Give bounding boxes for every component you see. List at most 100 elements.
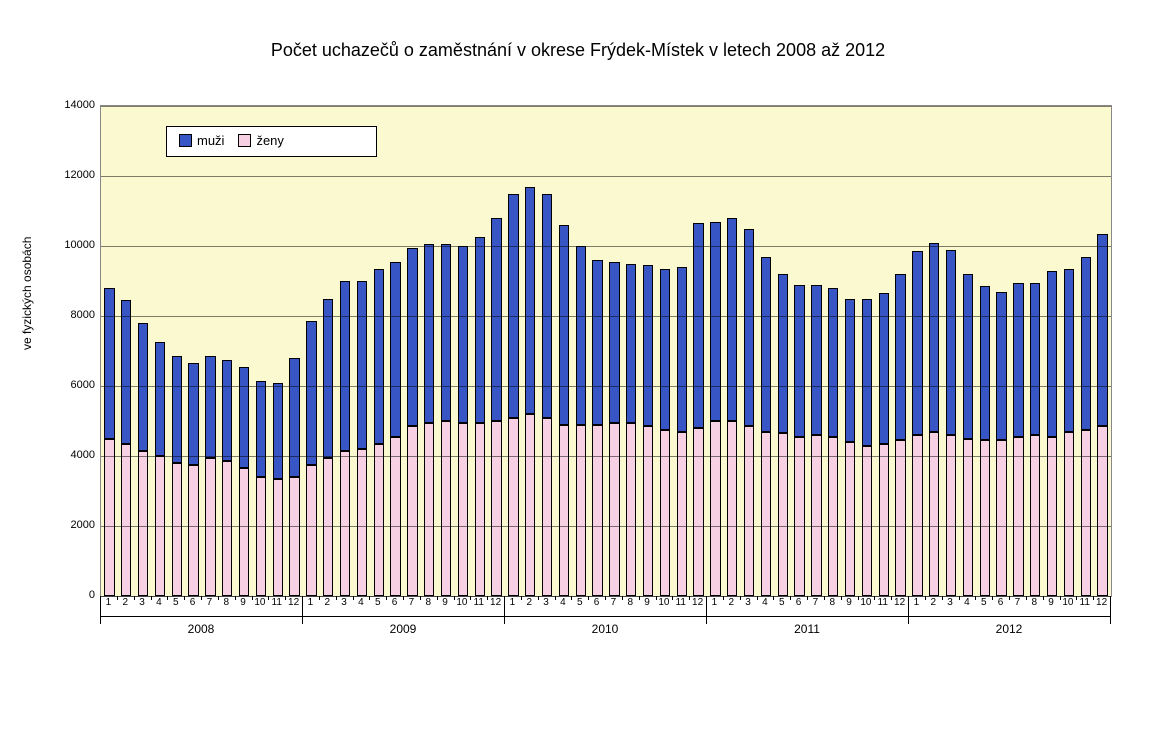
bar (542, 106, 552, 596)
bar (424, 106, 434, 596)
x-month-label: 2 (728, 597, 734, 608)
bar-segment-zeny (778, 433, 788, 596)
grid-line (101, 456, 1111, 457)
x-month-label: 3 (341, 597, 347, 608)
bar-segment-muzi (727, 218, 737, 421)
bar-segment-muzi (508, 194, 518, 418)
bar (912, 106, 922, 596)
bar-segment-zeny (458, 423, 468, 596)
bar-segment-muzi (626, 264, 636, 423)
x-month-label: 1 (914, 597, 920, 608)
bar-segment-zeny (424, 423, 434, 596)
chart-container: Počet uchazečů o zaměstnání v okrese Frý… (0, 0, 1156, 731)
x-month-label: 6 (190, 597, 196, 608)
bar (559, 106, 569, 596)
bar-segment-zeny (727, 421, 737, 596)
bar-segment-muzi (222, 360, 232, 462)
bar-segment-zeny (289, 477, 299, 596)
bar (609, 106, 619, 596)
bar-segment-zeny (576, 425, 586, 597)
bar (172, 106, 182, 596)
bar-segment-muzi (912, 251, 922, 435)
grid-line (101, 246, 1111, 247)
legend-item: muži (179, 133, 224, 148)
x-month-label: 1 (510, 597, 516, 608)
x-tickmark (167, 596, 168, 600)
x-month-label: 4 (762, 597, 768, 608)
x-month-label: 8 (627, 597, 633, 608)
bar-segment-muzi (1047, 271, 1057, 437)
bar (693, 106, 703, 596)
bar-segment-zeny (895, 440, 905, 596)
x-tickmark (184, 596, 185, 600)
legend-swatch (179, 134, 192, 147)
bar (138, 106, 148, 596)
x-month-label: 8 (223, 597, 229, 608)
x-month-label: 12 (288, 597, 299, 608)
bar-segment-zeny (104, 439, 114, 597)
bar (996, 106, 1006, 596)
bar (205, 106, 215, 596)
bar-segment-muzi (1064, 269, 1074, 432)
x-month-label: 1 (106, 597, 112, 608)
y-axis-label: ve fyzických osobách (20, 237, 34, 350)
bar-segment-zeny (441, 421, 451, 596)
bar-segment-zeny (340, 451, 350, 596)
bar-segment-muzi (929, 243, 939, 432)
y-tick-label: 12000 (55, 169, 95, 181)
x-month-label: 11 (676, 597, 686, 608)
x-month-label: 10 (658, 597, 669, 608)
bar-segment-muzi (155, 342, 165, 456)
bar-segment-muzi (980, 286, 990, 440)
bar-segment-muzi (239, 367, 249, 469)
x-month-label: 4 (964, 597, 970, 608)
x-tickmark (420, 596, 421, 600)
x-tickmark (1076, 596, 1077, 600)
bar (475, 106, 485, 596)
grid-line (101, 526, 1111, 527)
year-separator (1110, 596, 1111, 624)
x-month-label: 10 (456, 597, 467, 608)
bar-segment-zeny (1047, 437, 1057, 596)
x-tickmark (437, 596, 438, 600)
bar-segment-muzi (424, 244, 434, 423)
x-tickmark (807, 596, 808, 600)
bar-segment-zeny (609, 423, 619, 596)
x-tickmark (891, 596, 892, 600)
x-tickmark (975, 596, 976, 600)
x-tickmark (268, 596, 269, 600)
bar (946, 106, 956, 596)
bar (980, 106, 990, 596)
x-tickmark (487, 596, 488, 600)
bar-segment-muzi (340, 281, 350, 451)
x-year-label: 2012 (996, 622, 1023, 636)
bar (458, 106, 468, 596)
x-tickmark (723, 596, 724, 600)
x-year-label: 2010 (592, 622, 619, 636)
bars-layer (101, 106, 1111, 596)
legend-item: ženy (238, 133, 283, 148)
x-month-label: 2 (122, 597, 128, 608)
x-tickmark (1093, 596, 1094, 600)
bar-segment-muzi (761, 257, 771, 432)
bar-segment-zeny (525, 414, 535, 596)
bar-segment-muzi (104, 288, 114, 439)
x-month-label: 7 (813, 597, 819, 608)
bar-segment-muzi (811, 285, 821, 436)
x-month-label: 6 (594, 597, 600, 608)
x-tickmark (992, 596, 993, 600)
x-month-label: 8 (425, 597, 431, 608)
bar (660, 106, 670, 596)
bar-segment-muzi (475, 237, 485, 423)
x-month-label: 1 (308, 597, 314, 608)
bar-segment-muzi (172, 356, 182, 463)
bar-segment-zeny (121, 444, 131, 596)
bar (306, 106, 316, 596)
bar (1047, 106, 1057, 596)
bar-segment-muzi (407, 248, 417, 427)
bar-segment-muzi (643, 265, 653, 426)
legend-swatch (238, 134, 251, 147)
bar-segment-zeny (626, 423, 636, 596)
bar-segment-muzi (1013, 283, 1023, 437)
x-month-label: 5 (173, 597, 179, 608)
